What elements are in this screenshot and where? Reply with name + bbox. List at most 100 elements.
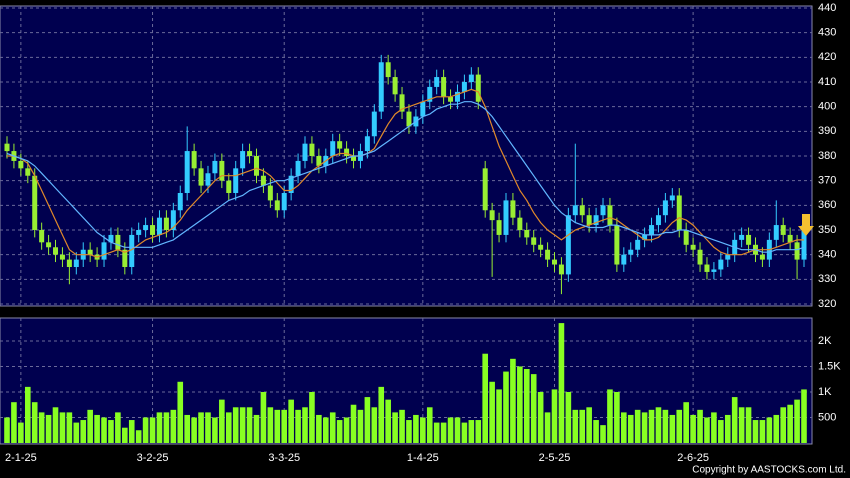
candle-body	[531, 237, 537, 245]
volume-bar	[510, 358, 516, 443]
volume-bar	[101, 417, 107, 443]
volume-bar	[281, 409, 288, 443]
volume-bar	[648, 409, 655, 443]
volume-bar	[718, 420, 724, 443]
x-tick-label: 3-2-25	[137, 452, 169, 464]
volume-bar	[697, 409, 703, 443]
volume-bar	[302, 407, 308, 443]
volume-bar	[253, 414, 260, 443]
candle-body	[718, 259, 724, 270]
candle-body	[454, 91, 460, 102]
volume-bar	[246, 407, 253, 443]
candle-body	[524, 230, 530, 238]
candle-body	[392, 77, 398, 95]
candle-body	[351, 156, 357, 161]
volume-bar	[135, 430, 142, 443]
candle-body	[101, 242, 107, 260]
volume-bar	[586, 407, 592, 443]
volume-bar	[66, 412, 73, 443]
volume-bar	[440, 422, 447, 443]
ma-line	[7, 88, 804, 258]
candle-body	[156, 217, 162, 235]
volume-bar	[565, 391, 572, 443]
candle-body	[344, 148, 350, 156]
volume-bar	[364, 397, 371, 443]
candle-body	[787, 234, 793, 243]
candle-body	[565, 215, 571, 275]
candle-body	[59, 254, 65, 260]
candle-body	[4, 143, 10, 152]
candle-body	[309, 143, 315, 156]
volume-bar	[662, 409, 669, 443]
volume-bar	[295, 409, 301, 443]
candle-body	[53, 247, 59, 255]
volume-bar	[420, 417, 426, 443]
volume-bar	[690, 414, 696, 443]
volume-bar	[731, 397, 738, 443]
candle-body	[683, 230, 689, 245]
volume-bar	[627, 414, 634, 443]
volume-bar	[773, 414, 780, 443]
volume-bar	[787, 404, 793, 443]
volume-bar	[537, 391, 544, 443]
volume-bar	[260, 391, 267, 443]
volume-bar	[614, 391, 620, 443]
volume-bar	[4, 417, 10, 443]
price-panel	[0, 5, 813, 307]
candle-body	[212, 160, 218, 174]
candle-body	[461, 82, 467, 92]
candle-body	[316, 156, 322, 166]
candle-body	[406, 111, 412, 127]
candle-body	[434, 77, 440, 87]
volume-bar	[544, 412, 551, 443]
volume-bar	[94, 414, 100, 443]
volume-bar	[780, 407, 787, 443]
candle-body	[267, 185, 273, 201]
candle-body	[794, 242, 800, 260]
candle-body	[191, 151, 197, 169]
volume-bar	[378, 386, 385, 443]
volume-bar	[607, 389, 613, 443]
signal-arrow	[798, 214, 814, 236]
candle-body	[330, 141, 336, 156]
candle-body	[558, 264, 564, 275]
volume-bar	[461, 422, 468, 443]
volume-bar	[752, 420, 759, 443]
y-tick-label: 430	[818, 27, 836, 39]
volume-bar	[489, 381, 495, 443]
candle-body	[697, 249, 703, 265]
candle-body	[773, 225, 779, 240]
volume-bar	[73, 422, 80, 443]
candle-body	[364, 136, 370, 152]
volume-panel	[0, 317, 813, 445]
volume-bar	[676, 409, 683, 443]
candle-body	[468, 74, 474, 82]
candle-body	[475, 74, 481, 102]
candle-body	[482, 168, 488, 211]
candle-body	[489, 210, 495, 221]
volume-bar	[219, 399, 225, 443]
volume-bar	[24, 386, 31, 443]
volume-bar	[329, 412, 336, 443]
ma-line	[6, 101, 805, 253]
x-tick-label: 2-1-25	[5, 452, 37, 464]
volume-bar	[517, 366, 523, 443]
candle-body	[66, 259, 72, 267]
volume-bar	[316, 414, 322, 443]
candle-body	[337, 141, 343, 149]
y-tick-label: 440	[818, 2, 836, 14]
candle-body	[385, 62, 391, 78]
y-tick-label: 340	[818, 249, 836, 261]
volume-bar	[191, 417, 197, 443]
x-tick-label: 2-6-25	[677, 452, 709, 464]
y2-tick-label: 500	[818, 411, 836, 423]
volume-bar	[766, 417, 773, 443]
volume-bar	[350, 404, 357, 443]
volume-bar	[468, 420, 475, 443]
volume-bar	[447, 417, 454, 443]
candle-body	[122, 249, 128, 267]
volume-bar	[357, 409, 364, 443]
candle-body	[226, 180, 232, 193]
candle-body	[739, 234, 745, 240]
volume-bar	[122, 427, 128, 443]
